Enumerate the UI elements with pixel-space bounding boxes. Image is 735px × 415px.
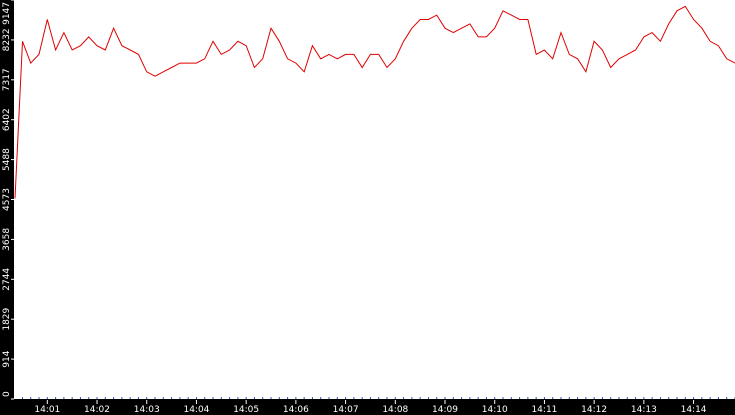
x-tick-label: 14:01 xyxy=(34,405,60,415)
y-axis-bar xyxy=(0,0,14,400)
y-tick-label: 4573 xyxy=(2,188,12,211)
y-tick-label: 3658 xyxy=(2,228,12,251)
x-tick-label: 14:04 xyxy=(183,405,209,415)
y-tick-label: 1829 xyxy=(2,307,12,330)
x-tick-label: 14:06 xyxy=(283,405,309,415)
x-axis-ticks: 14:01 14:02 14:03 14:04 14:05 14:06 14:07 14:08… xyxy=(34,400,707,415)
y-tick-label: 914 xyxy=(2,350,12,367)
series-line xyxy=(14,5,735,199)
x-tick-label: 14:13 xyxy=(631,405,657,415)
y-tick-label: 2744 xyxy=(2,268,12,291)
y-tick-label: 6402 xyxy=(2,108,12,131)
y-tick-label: 5488 xyxy=(2,148,12,171)
y-axis-ticks: 0 914 1829 2744 3658 4573 5488 6402 7317 8232 9147 xyxy=(2,0,14,400)
x-tick-label: 14:03 xyxy=(134,405,160,415)
y-tick-label: 8232 xyxy=(2,28,12,51)
x-tick-label: 14:05 xyxy=(233,405,259,415)
x-tick-label: 14:07 xyxy=(333,405,359,415)
x-tick-label: 14:10 xyxy=(482,405,508,415)
x-tick-label: 14:11 xyxy=(531,405,557,415)
x-axis-minor-ticks xyxy=(21,397,735,399)
x-axis-bar xyxy=(0,400,735,415)
x-tick-label: 14:09 xyxy=(432,405,458,415)
y-tick-label: 0 xyxy=(2,391,12,397)
x-tick-label: 14:12 xyxy=(581,405,607,415)
y-tick-label: 7317 xyxy=(2,68,12,91)
x-tick-label: 14:08 xyxy=(382,405,408,415)
x-tick-label: 14:14 xyxy=(681,405,707,415)
x-tick-label: 14:02 xyxy=(84,405,110,415)
y-tick-label: 9147 xyxy=(2,2,12,25)
